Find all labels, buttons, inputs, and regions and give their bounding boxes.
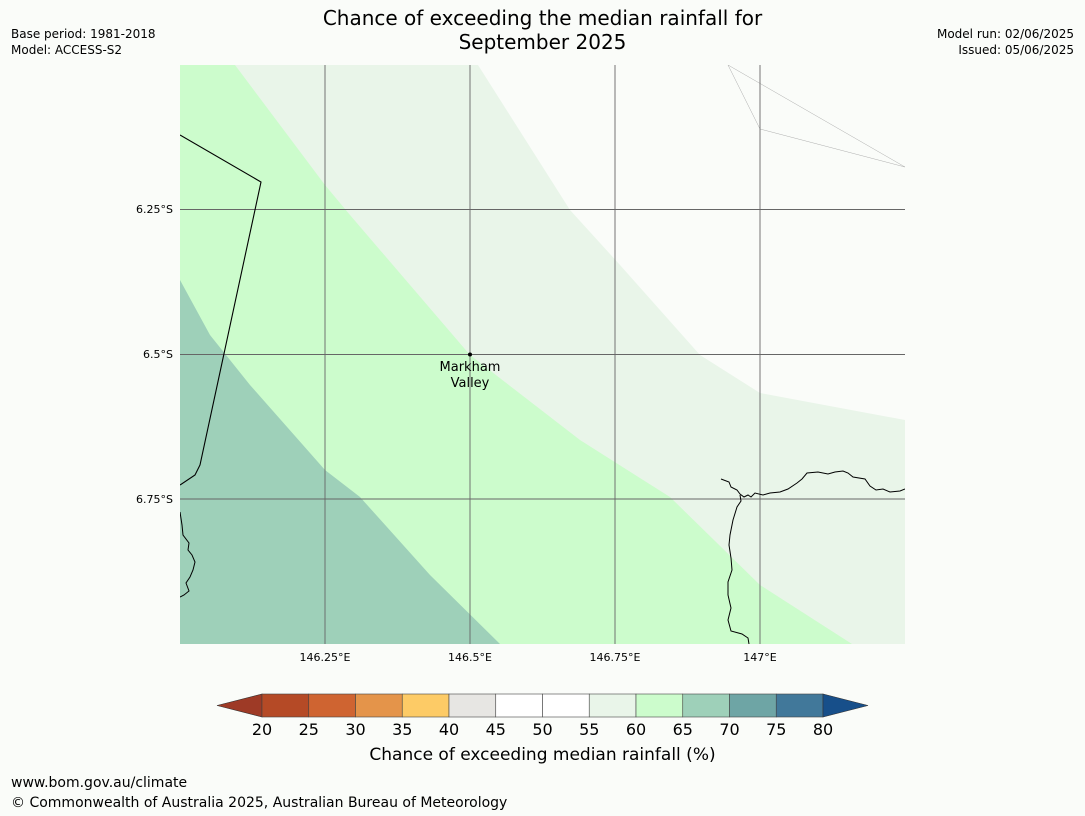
colorbar-swatch-45-50	[495, 693, 543, 718]
colorbar-swatch-70-75	[729, 693, 777, 718]
colorbar-swatch-60-65	[635, 693, 684, 718]
colorbar-swatch-20-25	[261, 693, 310, 718]
lat-label-6.25S: 6.25°S	[136, 203, 173, 216]
place-label-line-1: Markham	[440, 360, 501, 375]
model-run: Model run: 02/06/2025	[936, 27, 1074, 41]
footer-url[interactable]: www.bom.gov.au/climate	[11, 775, 188, 791]
colorbar-swatch-25-30	[308, 693, 356, 718]
lat-label-6.5S: 6.5°S	[143, 348, 173, 361]
colorbar-tick-25: 25	[298, 720, 319, 739]
meta-right: Model run: 02/06/2025 Issued: 05/06/2025	[937, 26, 1074, 58]
colorbar-tick-75: 75	[766, 720, 787, 739]
colorbar-extend-low	[216, 693, 263, 718]
colorbar-swatch-35-40	[401, 693, 450, 718]
meta-left: Base period: 1981-2018 Model: ACCESS-S2	[11, 26, 156, 58]
colorbar-tick-40: 40	[438, 720, 460, 739]
province-boundary	[180, 134, 262, 486]
lon-label-146.75E: 146.75°E	[589, 651, 641, 664]
colorbar-swatch-50-55	[542, 693, 590, 718]
colorbar-extend-high	[822, 693, 869, 718]
colorbar-tick-60: 60	[625, 720, 647, 739]
lon-label-146.25E: 146.25°E	[299, 651, 351, 664]
colorbar-tick-35: 35	[392, 720, 413, 739]
colorbar-tick-20: 20	[251, 720, 273, 739]
issued-date: Issued: 05/06/2025	[958, 43, 1074, 57]
rainfall-map: Markham Valley	[180, 65, 905, 644]
colorbar-swatch-75-80	[775, 693, 824, 718]
place-label-line-2: Valley	[451, 376, 490, 391]
zone-65-70	[180, 280, 500, 644]
colorbar-swatch-40-45	[448, 693, 497, 718]
zone-boundary-right	[727, 65, 905, 168]
colorbar-swatch-30-35	[355, 693, 403, 718]
lon-label-146.5E: 146.5°E	[448, 651, 492, 664]
coastline-left	[180, 511, 196, 598]
colorbar-tick-55: 55	[579, 720, 600, 739]
colorbar-swatch-65-70	[682, 693, 730, 718]
colorbar-tick-65: 65	[672, 720, 693, 739]
colorbar-tick-70: 70	[719, 720, 740, 739]
river-coastline	[727, 494, 750, 644]
coastline-right	[720, 470, 905, 498]
base-period: Base period: 1981-2018	[11, 27, 156, 41]
title-line-1: Chance of exceeding the median rainfall …	[322, 6, 763, 30]
title-line-2: September 2025	[458, 30, 627, 54]
model-name: Model: ACCESS-S2	[11, 43, 123, 57]
colorbar-label: Chance of exceeding median rainfall (%)	[369, 745, 716, 765]
lat-label-6.75S: 6.75°S	[136, 493, 173, 506]
lon-label-147E: 147°E	[743, 651, 777, 664]
colorbar-tick-80: 80	[812, 720, 834, 739]
colorbar-tick-45: 45	[485, 720, 506, 739]
graticule	[180, 65, 905, 644]
map-title: Chance of exceeding the median rainfall …	[0, 6, 1085, 54]
colorbar-tick-30: 30	[345, 720, 366, 739]
colorbar-swatches	[216, 693, 869, 718]
colorbar-swatch-55-60	[588, 693, 637, 718]
footer-copyright: © Commonwealth of Australia 2025, Austra…	[11, 795, 508, 811]
place-marker	[468, 352, 472, 357]
colorbar-tick-50: 50	[532, 720, 553, 739]
